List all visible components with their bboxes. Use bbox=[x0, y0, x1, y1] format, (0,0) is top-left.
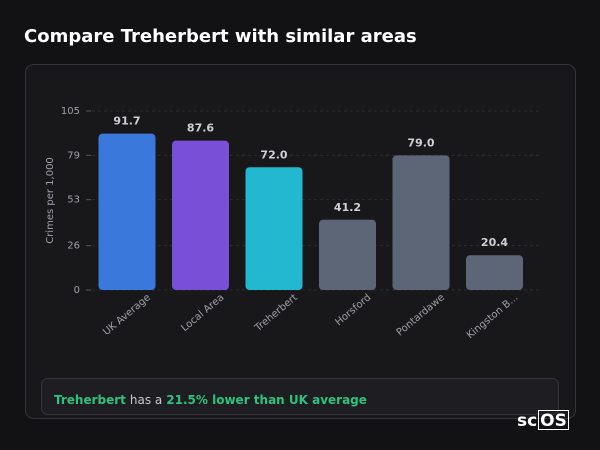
value-label: 79.0 bbox=[407, 136, 434, 149]
value-label: 20.4 bbox=[481, 236, 508, 249]
summary-box bbox=[41, 378, 559, 415]
bar bbox=[172, 140, 229, 290]
y-tick-label: 26 bbox=[67, 241, 80, 252]
page-title: Compare Treherbert with similar areas bbox=[24, 26, 417, 47]
summary-highlight: 21.5% lower than UK average bbox=[166, 393, 367, 407]
logo-prefix: sc bbox=[517, 411, 537, 431]
value-label: 91.7 bbox=[113, 115, 140, 128]
bar bbox=[466, 255, 523, 290]
logo-boxed: OS bbox=[540, 411, 567, 431]
bar bbox=[98, 133, 156, 290]
value-label: 41.2 bbox=[334, 201, 361, 214]
y-tick-label: 105 bbox=[61, 106, 80, 117]
y-tick-label: 53 bbox=[67, 195, 80, 206]
bar bbox=[245, 167, 303, 290]
y-tick-label: 79 bbox=[67, 150, 80, 161]
summary-text: has a bbox=[130, 393, 162, 407]
summary: Treherbert has a 21.5% lower than UK avera… bbox=[54, 393, 367, 407]
value-label: 72.0 bbox=[260, 148, 287, 161]
summary-area: Treherbert bbox=[54, 393, 126, 407]
bar bbox=[392, 155, 450, 290]
logo-box bbox=[538, 410, 569, 430]
bar bbox=[319, 219, 376, 290]
value-label: 87.6 bbox=[187, 122, 214, 135]
y-axis-label: Crimes per 1,000 bbox=[45, 157, 56, 244]
y-tick-label: 0 bbox=[74, 285, 80, 296]
